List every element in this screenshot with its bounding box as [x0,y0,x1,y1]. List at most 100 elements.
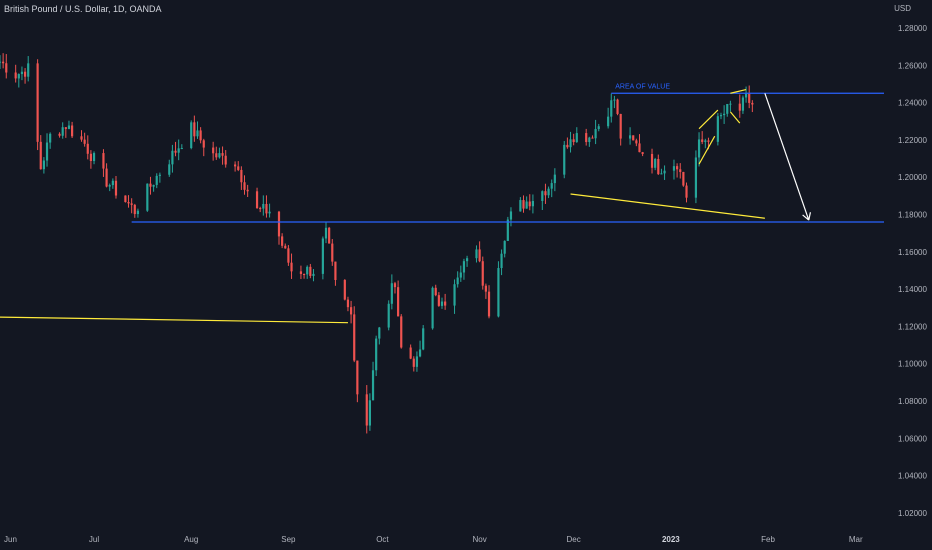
candle-body [390,283,393,304]
candle [343,279,346,301]
candle [218,147,221,159]
candle [459,265,462,282]
candle-body [475,249,478,259]
candle-body [738,103,741,111]
candle [67,120,71,130]
candle [594,119,597,145]
channel-lower-trendline[interactable] [698,135,716,165]
candle-body [146,183,149,211]
candle-body [597,126,600,130]
candle [569,131,572,153]
candle-body [89,153,93,161]
candle [328,226,331,244]
candle [525,196,528,209]
candle [42,157,45,174]
candle [92,151,96,165]
candle [177,139,180,161]
candle [152,184,155,192]
candle [20,66,24,81]
candle [657,154,660,175]
candle [155,173,158,189]
candle-body [440,301,444,306]
candle [418,340,422,358]
candle-body [158,174,161,176]
price-tick: 1.18000 [898,211,927,220]
projection-arrow[interactable] [764,93,810,221]
candle [234,161,237,172]
time-axis[interactable]: Jun Jul Aug Sep Oct Nov Dec 2023 Feb Mar [4,535,863,544]
candle-body [453,284,456,306]
candle-body [726,103,729,114]
candle-body [444,301,447,306]
candle [349,300,353,324]
time-tick: Oct [376,535,389,544]
candle-body [196,130,199,137]
candle [108,183,111,192]
candle [748,85,751,109]
candle-body [694,157,698,198]
candle [281,233,284,249]
candle [124,195,127,203]
candle [400,314,403,349]
candle-body [92,153,96,161]
candle-body [660,173,663,175]
candle [83,132,86,147]
candle [619,113,622,146]
price-tick: 1.04000 [898,472,927,481]
candle-body [619,113,622,139]
candle [478,241,481,263]
candle-body [707,140,710,142]
candle-body [190,122,193,149]
candle-body [224,155,227,165]
candle [729,100,732,112]
candle [27,56,30,82]
candle [324,221,328,244]
candle-body [654,158,657,168]
candle [531,194,535,214]
lower-trendline-trendline[interactable] [570,193,765,219]
candle-body [748,93,751,103]
old-level-trendline[interactable] [0,316,348,324]
candle [500,249,503,276]
candle [2,53,5,69]
candle-body [519,200,522,212]
candle-body [127,202,130,204]
candle-body [650,153,654,168]
price-axis[interactable]: 1.28000 1.26000 1.24000 1.22000 1.20000 1.180… [898,24,927,518]
candle [541,190,544,211]
candle-body [594,129,597,139]
time-tick: 2023 [662,535,680,544]
candle [17,73,20,88]
candle [444,293,447,310]
small-dip-trendline[interactable] [729,111,741,124]
candle [199,127,202,144]
candle [49,132,52,149]
candle-body [503,240,506,254]
candle-body [741,97,745,111]
candle [694,150,698,204]
candle [268,203,271,218]
candle-body [610,100,613,117]
candle [453,279,456,314]
price-tick: 1.26000 [898,61,927,70]
price-tick: 1.24000 [898,99,927,108]
candle-body [375,338,378,371]
candle-body [36,63,39,142]
candle [240,166,243,190]
symbol-title: British Pound / U.S. Dollar, 1D, OANDA [4,4,162,14]
candle-body [17,74,20,79]
candle-body [284,245,287,249]
candle-body [462,261,466,273]
candle [346,296,350,312]
channel-upper-trendline[interactable] [698,109,719,130]
currency-label: USD [894,4,911,13]
candle [397,280,400,317]
candle-body [243,182,246,190]
top-line-trendline[interactable] [730,88,747,94]
candle-body [588,137,591,143]
price-tick: 1.22000 [898,136,927,145]
candle-body [71,125,74,137]
candle-body [547,188,550,196]
candle-body [591,137,594,139]
